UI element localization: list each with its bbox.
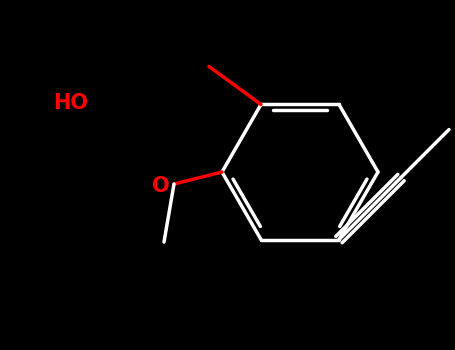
Text: HO: HO: [53, 93, 88, 113]
Text: O: O: [152, 176, 170, 196]
